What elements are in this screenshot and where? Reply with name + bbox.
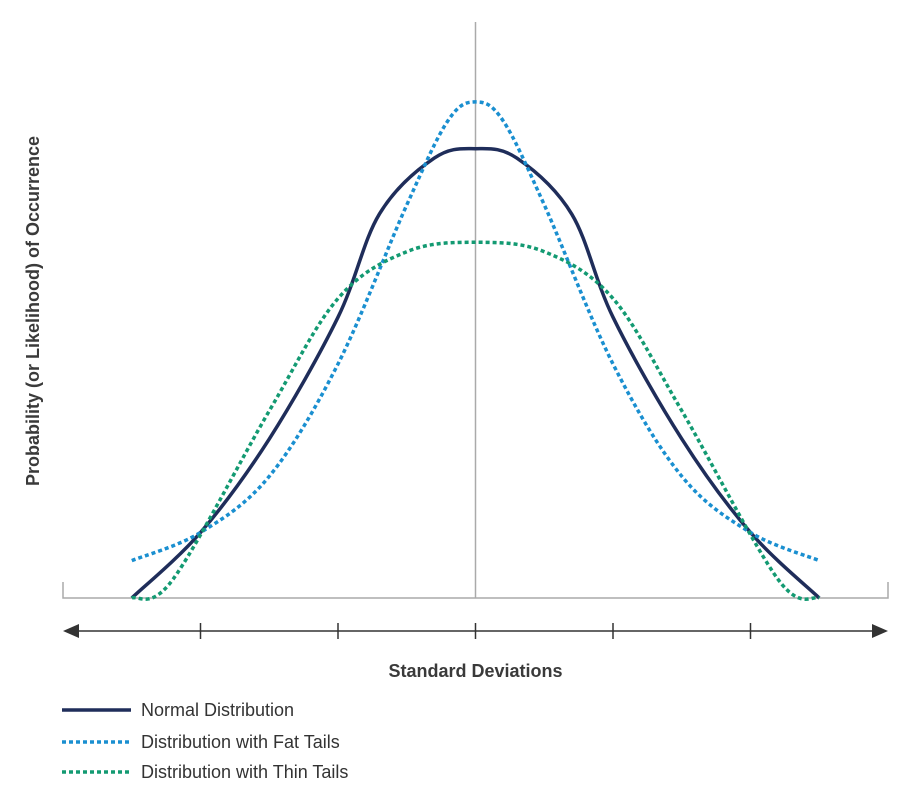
standard-deviation-axis [63, 623, 888, 639]
series-line-normal [130, 146, 821, 600]
legend-label-fat-tails: Distribution with Fat Tails [141, 732, 340, 752]
series-line-fat [131, 100, 820, 563]
y-axis-title: Probability (or Likelihood) of Occurrenc… [23, 136, 43, 486]
legend-label-thin-tails: Distribution with Thin Tails [141, 762, 348, 782]
series-line-thin [131, 240, 821, 601]
right-arrow-icon [872, 624, 888, 638]
x-baseline [62, 582, 889, 599]
x-axis-title: Standard Deviations [388, 661, 562, 681]
legend-label-normal: Normal Distribution [141, 700, 294, 720]
curves-group [130, 100, 821, 601]
left-arrow-icon [63, 624, 79, 638]
sd-ticks [199, 623, 752, 639]
legend: Normal Distribution Distribution with Fa… [62, 700, 348, 782]
